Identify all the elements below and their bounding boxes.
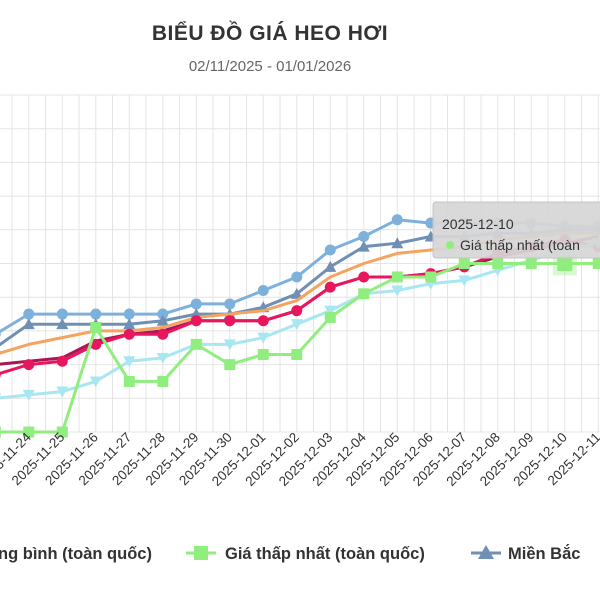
data-point-cao_nhat[interactable] (257, 315, 269, 327)
data-point-mien_tay[interactable] (223, 339, 236, 351)
data-point-thap_nhat[interactable] (492, 258, 504, 269)
data-point-mien_tay[interactable] (257, 332, 270, 344)
data-point-thap_nhat[interactable] (391, 271, 403, 283)
legend-item-average[interactable]: ng bình (toàn quốc) (0, 545, 152, 563)
data-point-thap_nhat[interactable] (56, 426, 68, 438)
tooltip-series-dot (446, 241, 454, 249)
data-point-thap_nhat[interactable] (291, 348, 303, 360)
data-point-thap_nhat[interactable] (358, 288, 370, 300)
data-point-thap_nhat[interactable] (324, 311, 336, 323)
data-point-thap_nhat[interactable] (257, 348, 269, 360)
data-point-cao_nhat[interactable] (123, 328, 135, 340)
data-point-mien_nam[interactable] (224, 298, 236, 310)
x-axis: 2025-11-232025-11-242025-11-252025-11-26… (0, 429, 600, 489)
legend-marker-triangle (478, 545, 494, 559)
data-point-mien_bac[interactable] (156, 314, 169, 326)
data-point-mien_bac[interactable] (123, 318, 136, 330)
data-point-thap_nhat[interactable] (90, 322, 102, 334)
data-point-mien_nam[interactable] (190, 298, 202, 310)
data-point-mien_nam[interactable] (90, 308, 102, 320)
data-point-mien_nam[interactable] (157, 308, 169, 320)
data-point-mien_nam[interactable] (0, 329, 1, 340)
tooltip-date: 2025-12-10 (442, 216, 514, 232)
data-point-mien_tay[interactable] (56, 386, 69, 398)
data-point-cao_nhat[interactable] (224, 315, 236, 327)
data-point-cao_nhat[interactable] (0, 369, 1, 380)
data-point-mien_bac[interactable] (357, 240, 370, 252)
data-point-mien_nam[interactable] (257, 284, 269, 296)
data-point-mien_tay[interactable] (391, 285, 404, 297)
data-point-cao_nhat[interactable] (291, 305, 303, 317)
data-point-mien_bac[interactable] (290, 287, 303, 299)
data-point-thap_nhat[interactable] (458, 258, 470, 269)
data-point-cao_nhat[interactable] (358, 271, 370, 283)
data-point-thap_nhat[interactable] (123, 375, 135, 387)
data-point-mien_tay[interactable] (156, 352, 169, 364)
data-point-mien_tay[interactable] (290, 319, 303, 331)
data-point-cao_nhat[interactable] (190, 315, 202, 327)
legend-marker-square (194, 546, 208, 560)
data-point-thap_nhat[interactable] (23, 426, 35, 438)
data-point-mien_nam[interactable] (324, 244, 336, 256)
data-point-mien_bac[interactable] (324, 260, 337, 272)
plot-area (0, 214, 600, 438)
data-point-cao_nhat[interactable] (23, 359, 35, 371)
data-point-mien_bac[interactable] (22, 318, 35, 330)
data-point-mien_nam[interactable] (358, 231, 370, 243)
data-point-mien_nam[interactable] (56, 308, 68, 320)
tooltip: 2025-12-10 Giá thấp nhất (toàn (432, 201, 600, 259)
data-point-thap_nhat[interactable] (0, 426, 1, 438)
legend-item-north[interactable]: Miền Bắc (508, 544, 580, 563)
data-point-mien_nam[interactable] (123, 308, 135, 320)
highlight-point[interactable] (557, 256, 573, 271)
data-point-mien_bac[interactable] (56, 318, 69, 330)
data-point-mien_bac[interactable] (391, 237, 404, 249)
series-line-thap_nhat[interactable] (0, 262, 599, 434)
data-point-thap_nhat[interactable] (224, 359, 236, 371)
data-point-mien_nam[interactable] (23, 308, 35, 320)
data-point-thap_nhat[interactable] (425, 271, 437, 283)
chart-title: BIỂU ĐỒ GIÁ HEO HƠI (151, 22, 389, 45)
data-point-mien_tay[interactable] (123, 356, 136, 368)
data-point-thap_nhat[interactable] (525, 258, 537, 269)
legend: ng bình (toàn quốc) Giá thấp nhất (toàn q… (0, 544, 580, 563)
data-point-mien_tay[interactable] (89, 376, 102, 388)
data-point-cao_nhat[interactable] (56, 355, 68, 367)
data-point-cao_nhat[interactable] (324, 281, 336, 293)
data-point-cao_nhat[interactable] (157, 328, 169, 340)
data-point-mien_tay[interactable] (0, 393, 2, 404)
data-point-thap_nhat[interactable] (190, 338, 202, 350)
data-point-thap_nhat[interactable] (157, 375, 169, 387)
data-point-mien_tay[interactable] (324, 305, 337, 317)
tooltip-box (432, 201, 600, 259)
tooltip-series-label: Giá thấp nhất (toàn (460, 237, 580, 253)
data-point-mien_tay[interactable] (458, 275, 471, 287)
data-point-mien_tay[interactable] (22, 389, 35, 401)
data-point-mien_nam[interactable] (391, 214, 403, 226)
data-point-thap_nhat[interactable] (592, 258, 600, 269)
data-point-mien_nam[interactable] (291, 271, 303, 283)
chart-subtitle: 02/11/2025 - 01/01/2026 (188, 58, 352, 75)
legend-item-lowest[interactable]: Giá thấp nhất (toàn quốc) (225, 545, 425, 563)
data-point-cao_nhat[interactable] (90, 338, 102, 350)
